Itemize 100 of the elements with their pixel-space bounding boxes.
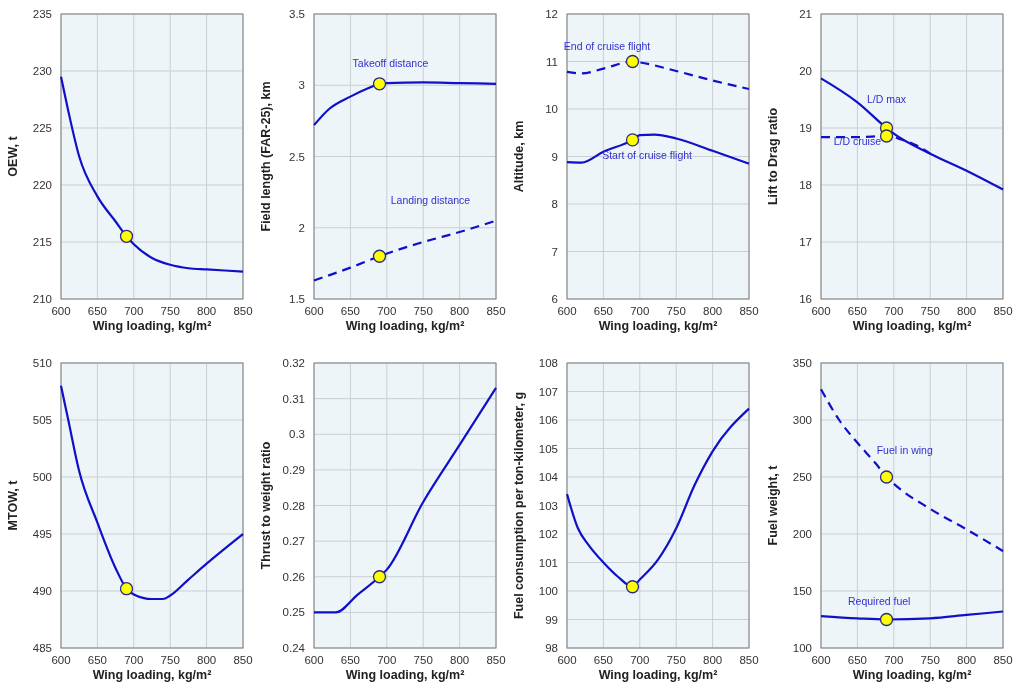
y-tick-label: 210: [32, 293, 52, 305]
line-series: [819, 388, 1005, 553]
y-tick-label: 235: [32, 8, 52, 20]
x-tick-label: 850: [993, 654, 1013, 666]
x-tick-label: 800: [450, 305, 470, 317]
y-tick-label: 1.5: [289, 293, 305, 305]
x-tick-label: 800: [957, 305, 977, 317]
x-tick-label: 750: [920, 654, 940, 666]
y-tick-label: 510: [32, 357, 52, 369]
y-tick-label: 0.3: [289, 428, 305, 441]
x-tick-label: 700: [884, 305, 904, 317]
y-tick-label: 225: [32, 122, 52, 134]
x-tick-label: 750: [413, 305, 433, 317]
y-tick-label: 0.24: [282, 642, 306, 654]
y-tick-label: 102: [538, 528, 558, 540]
x-tick-label: 850: [486, 305, 506, 317]
y-tick-label: 490: [32, 585, 52, 597]
y-tick-label: 19: [799, 122, 812, 134]
line-series: [59, 384, 245, 601]
text: Landing distance: [390, 193, 471, 206]
line-series: [59, 75, 245, 273]
x-tick-label: 600: [811, 654, 831, 666]
x-tick-label: 750: [413, 654, 433, 666]
y-tick-label: 20: [799, 65, 812, 77]
x-tick-label: 700: [377, 305, 397, 317]
y-tick-label: 0.26: [282, 570, 305, 583]
line-series: [312, 386, 498, 614]
y-tick-label: 10: [545, 103, 558, 115]
y-tick-label: 215: [32, 236, 52, 248]
x-axis-title: Wing loading, kg/m²: [598, 668, 718, 682]
y-tick-label: 21: [799, 8, 812, 20]
series-label: L/D max: [866, 93, 907, 106]
x-tick-label: 650: [340, 654, 360, 666]
x-tick-label: 800: [957, 654, 977, 666]
series-label: Takeoff distance: [352, 56, 429, 69]
x-tick-label: 850: [739, 305, 759, 317]
x-tick-label: 850: [233, 305, 253, 317]
y-tick-label: 200: [792, 528, 812, 540]
x-tick-label: 800: [197, 305, 217, 317]
y-tick-label: 250: [792, 471, 812, 483]
x-tick-label: 600: [51, 654, 71, 666]
x-tick-label: 700: [124, 654, 144, 666]
series-label: End of cruise flight: [563, 39, 651, 52]
y-tick-label: 0.28: [282, 499, 305, 512]
y-tick-label: 9: [551, 150, 558, 163]
x-tick-label: 850: [233, 654, 253, 666]
y-tick-label: 150: [792, 585, 812, 597]
y-axis-title: Thrust to weight ratio: [259, 441, 273, 570]
y-tick-label: 108: [538, 357, 558, 369]
y-axis-title: Altitude, km: [512, 120, 526, 193]
x-axis-title: Wing loading, kg/m²: [345, 319, 465, 333]
x-tick-label: 650: [340, 305, 360, 317]
x-tick-label: 850: [486, 654, 506, 666]
x-tick-label: 750: [666, 305, 686, 317]
y-tick-label: 6: [551, 293, 558, 305]
x-tick-label: 600: [557, 305, 577, 317]
x-tick-label: 600: [557, 654, 577, 666]
y-tick-label: 230: [32, 65, 52, 77]
y-tick-label: 2: [298, 221, 305, 234]
x-axis-title: Wing loading, kg/m²: [92, 319, 212, 333]
x-tick-label: 750: [160, 654, 180, 666]
x-tick-label: 700: [630, 654, 650, 666]
x-tick-label: 700: [124, 305, 144, 317]
x-tick-label: 700: [377, 654, 397, 666]
y-tick-label: 0.31: [282, 392, 305, 405]
y-tick-label: 300: [792, 414, 812, 426]
y-tick-label: 7: [551, 245, 558, 258]
y-tick-label: 0.32: [282, 357, 305, 369]
x-tick-label: 650: [847, 305, 867, 317]
y-tick-label: 485: [32, 642, 52, 654]
y-tick-label: 17: [799, 236, 812, 248]
x-tick-label: 700: [884, 654, 904, 666]
y-tick-label: 505: [32, 414, 52, 426]
x-axis-title: Wing loading, kg/m²: [345, 668, 465, 682]
series-label: Start of cruise flight: [602, 148, 693, 161]
y-tick-label: 101: [538, 556, 558, 569]
y-axis-title: Fuel consumption per ton-kilometer, g: [512, 391, 526, 620]
x-tick-label: 600: [811, 305, 831, 317]
y-axis-title: Field length (FAR-25), km: [259, 81, 273, 232]
x-tick-label: 750: [160, 305, 180, 317]
y-tick-label: 107: [538, 385, 558, 398]
y-tick-label: 220: [32, 179, 52, 191]
y-tick-label: 500: [32, 471, 52, 483]
y-tick-label: 104: [538, 471, 559, 483]
x-tick-label: 600: [304, 305, 324, 317]
y-tick-label: 12: [545, 8, 558, 20]
y-tick-label: 18: [799, 179, 812, 191]
y-tick-label: 100: [538, 585, 558, 597]
x-axis-title: Wing loading, kg/m²: [852, 668, 972, 682]
y-tick-label: 8: [551, 198, 558, 210]
y-tick-label: 99: [545, 613, 558, 626]
y-tick-label: 350: [792, 357, 812, 369]
y-tick-label: 3: [298, 79, 305, 92]
x-tick-label: 600: [51, 305, 71, 317]
y-tick-label: 100: [792, 642, 812, 654]
y-tick-label: 495: [32, 528, 52, 540]
y-axis-title: Lift to Drag ratio: [766, 107, 780, 206]
x-tick-label: 750: [920, 305, 940, 317]
x-tick-label: 650: [87, 305, 107, 317]
series-label: L/D cruise: [833, 135, 882, 148]
